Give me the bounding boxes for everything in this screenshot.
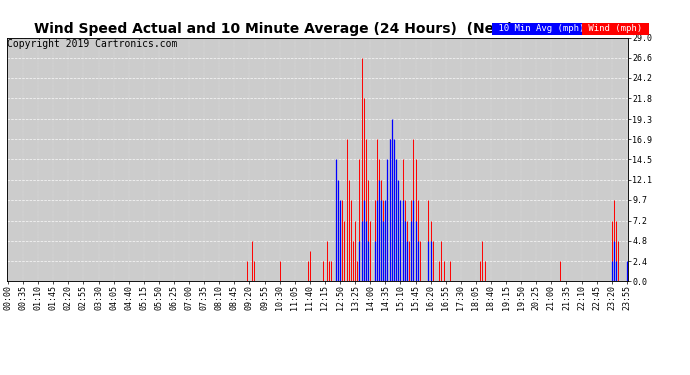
- Text: Wind (mph): Wind (mph): [583, 24, 647, 33]
- Text: 10 Min Avg (mph): 10 Min Avg (mph): [493, 24, 590, 33]
- Title: Wind Speed Actual and 10 Minute Average (24 Hours)  (New)  20190401: Wind Speed Actual and 10 Minute Average …: [34, 22, 601, 36]
- Text: Copyright 2019 Cartronics.com: Copyright 2019 Cartronics.com: [7, 39, 177, 50]
